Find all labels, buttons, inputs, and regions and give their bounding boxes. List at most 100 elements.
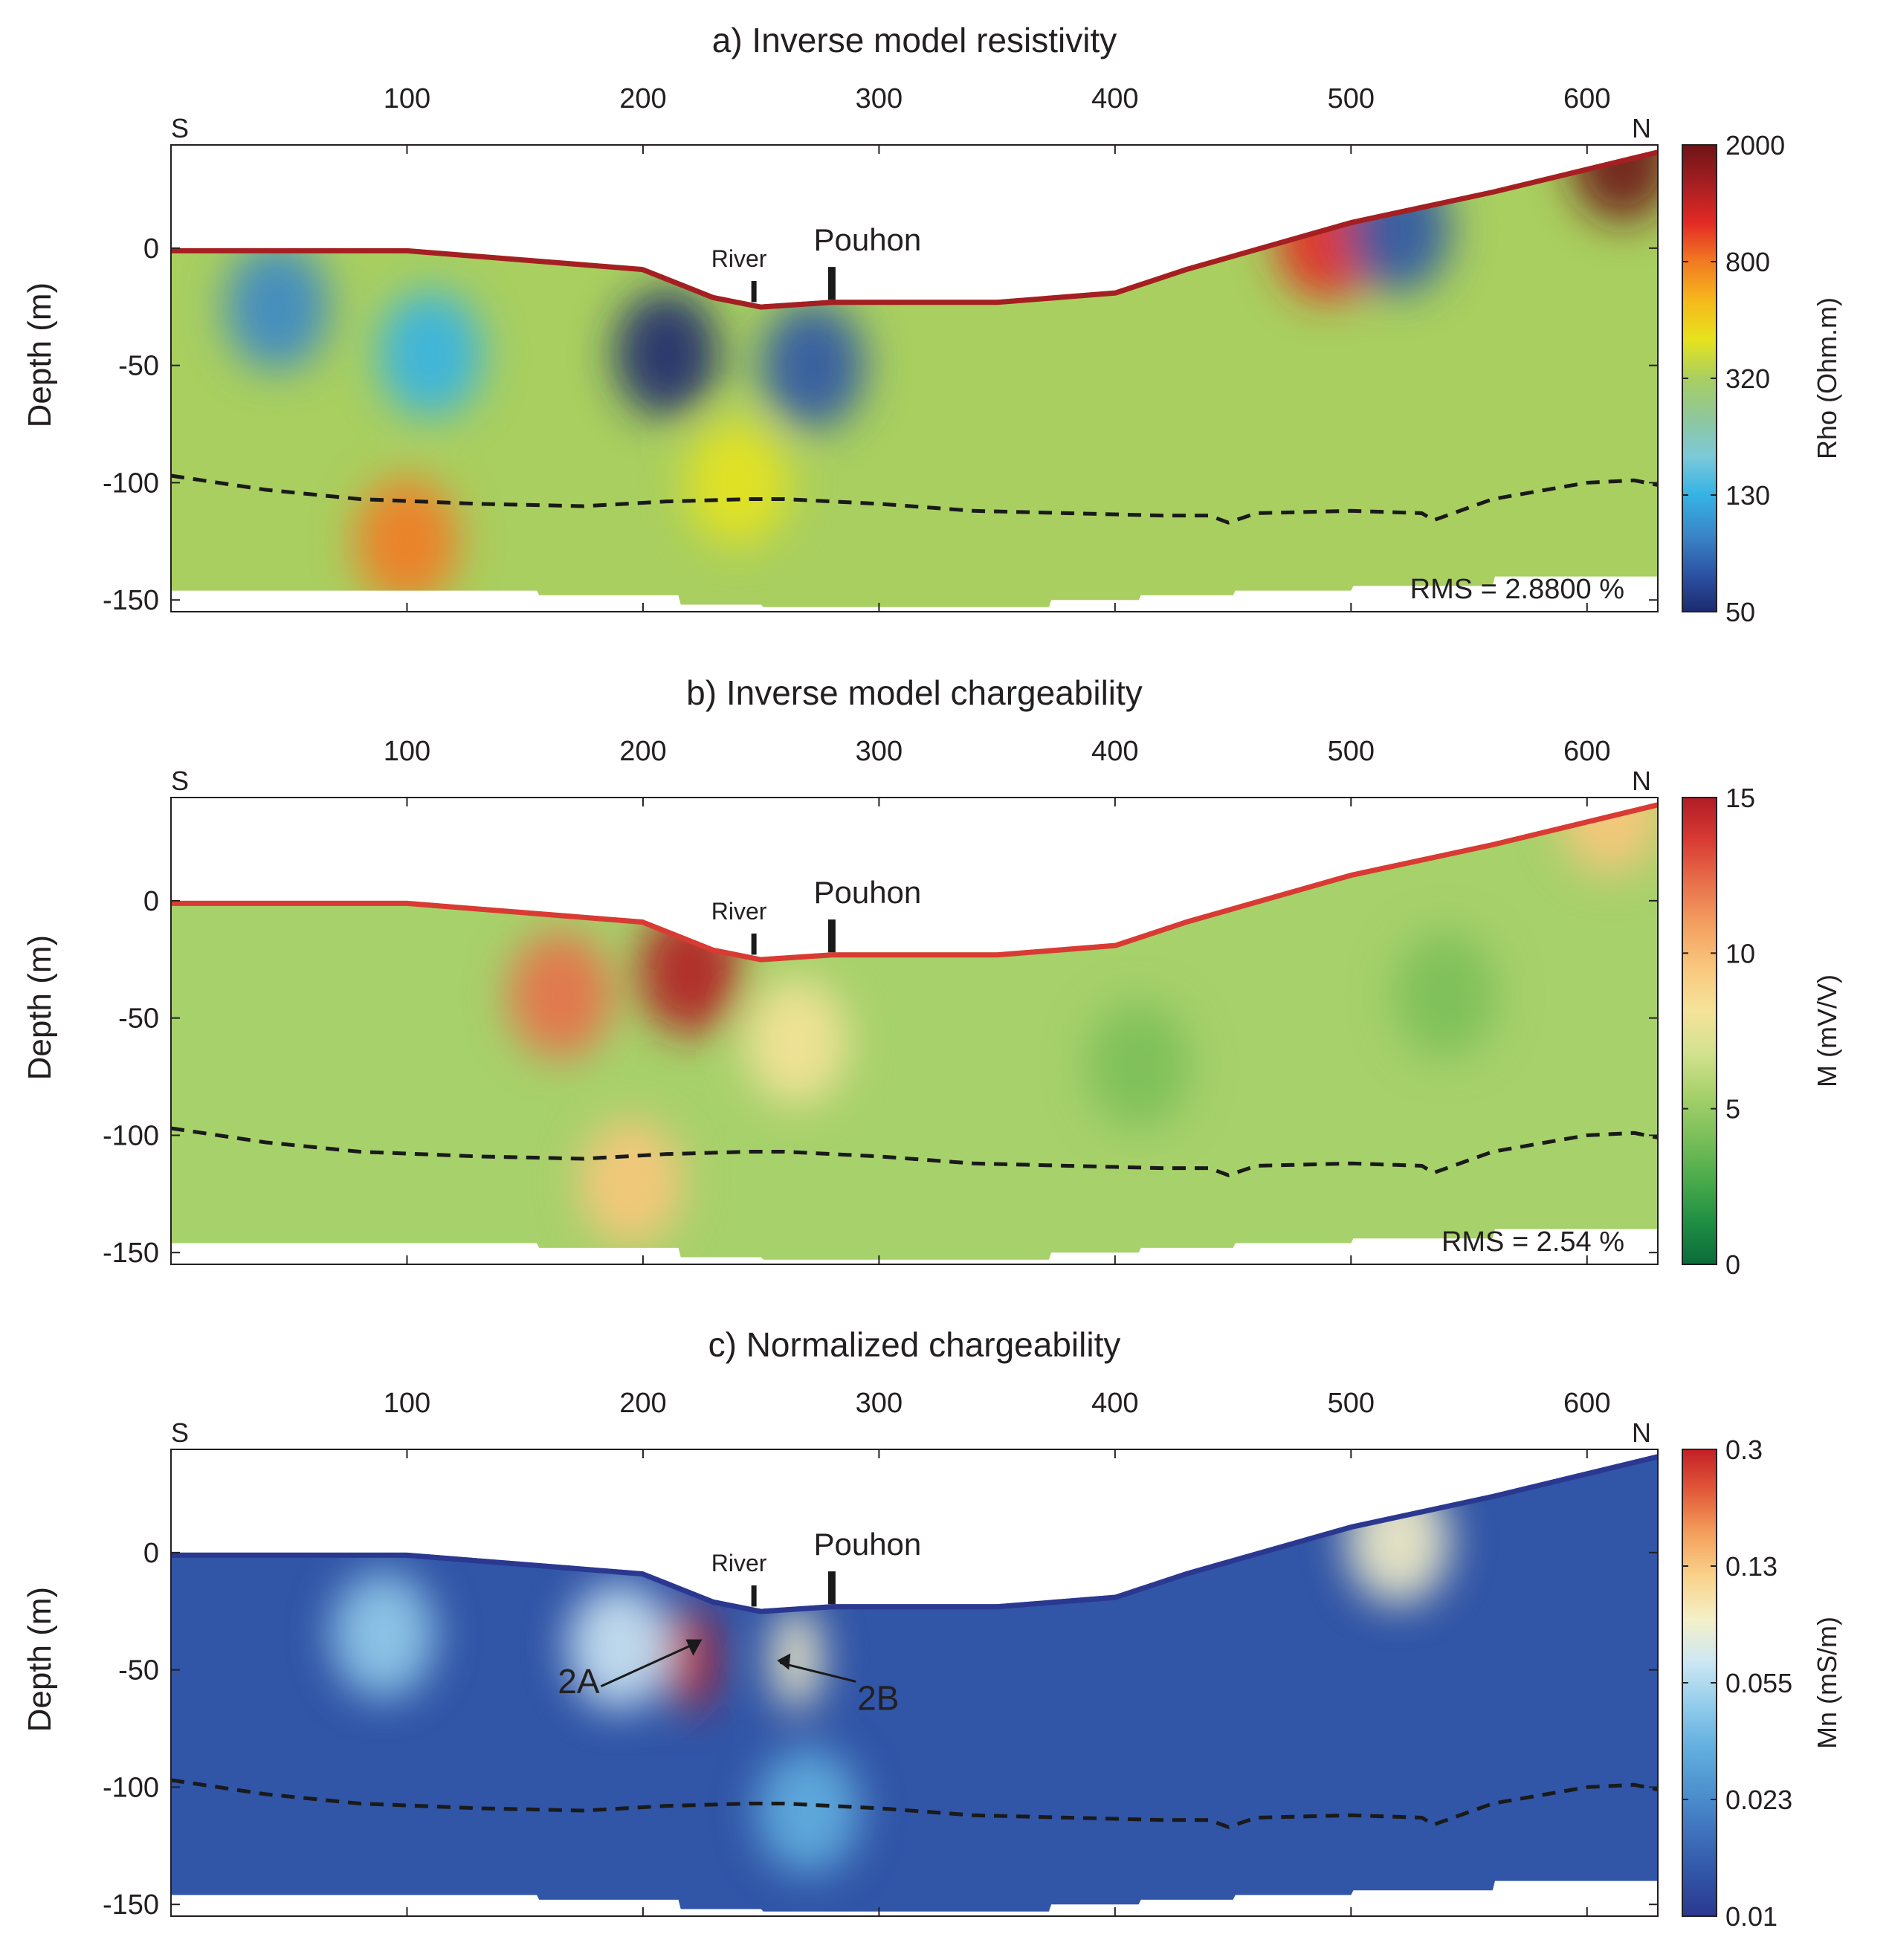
dashed-boundary [170,473,1659,525]
anomaly-2 [614,290,719,417]
annotation-2a: 2A [558,1662,600,1701]
y-tick-label: -150 [103,585,159,616]
colorbar-tick-label: 10 [1725,938,1755,968]
x-tick-label: 300 [856,736,903,767]
anomaly-3 [579,1119,684,1246]
x-tick-label: 100 [384,1388,430,1419]
colorbar-tick-label: 320 [1725,363,1770,394]
y-axis-label: Depth (m) [22,1587,58,1733]
anomaly-5 [1393,931,1498,1058]
river-label: River [711,898,767,925]
y-tick-label: 0 [143,886,159,917]
direction-south: S [171,113,189,143]
y-tick-label: 0 [143,233,159,265]
colorbar-tick-label: 0.01 [1725,1901,1778,1932]
x-tick-label: 200 [619,736,666,767]
anomaly-4 [1086,1001,1191,1128]
x-tick-label: 600 [1563,1388,1610,1419]
x-tick-label: 100 [384,83,430,114]
colorbar [1682,797,1717,1265]
y-tick-label: -150 [103,1889,159,1921]
anomaly-0 [665,1605,716,1710]
river-label: River [711,245,767,272]
direction-south: S [171,1417,189,1448]
y-tick-label: -50 [118,351,159,382]
arrow-2b-head [777,1653,791,1670]
colorbar-tick-label: 5 [1725,1094,1740,1125]
anomaly-5 [685,419,790,546]
axes-frame [170,1449,1659,1917]
x-tick-label: 200 [619,83,666,114]
panel-c: c) Normalized chargeability 100 200 300 400 5… [22,1325,1842,1932]
colorbar-tick-label: 800 [1725,247,1770,277]
direction-north: N [1632,1417,1651,1448]
anomaly-2 [331,1571,436,1698]
direction-north: N [1632,113,1651,143]
y-axis-label: Depth (m) [22,935,58,1081]
x-tick-label: 600 [1563,736,1610,767]
x-tick-label: 500 [1328,83,1375,114]
axes-frame [170,797,1659,1265]
y-axis-label: Depth (m) [22,282,58,428]
river-label: River [711,1550,767,1576]
section-a [171,149,1658,607]
y-tick-label: -150 [103,1238,159,1269]
arrow-2a [600,1640,700,1688]
x-tick-label: 300 [856,83,903,114]
panel-title: a) Inverse model resistivity [712,21,1117,59]
panel-title: b) Inverse model chargeability [686,673,1143,712]
pouhon-label: Pouhon [813,1527,921,1562]
x-tick-label: 500 [1328,1388,1375,1419]
anomaly-3 [756,1747,861,1874]
colorbar-tick-label: 15 [1725,783,1755,813]
rms-label: RMS = 2.54 % [1441,1226,1624,1258]
anomaly-2 [744,978,849,1105]
anomaly-3 [761,302,865,429]
colorbar-tick-label: 0 [1725,1249,1740,1280]
panel-a: a) Inverse model resistivity 100 200 300 400… [22,21,1842,627]
anomaly-1 [378,290,483,417]
arrow-2b [779,1661,856,1683]
section-b [171,802,1658,1260]
x-tick-label: 200 [619,1388,666,1419]
annotation-group: 2A 2B [558,1639,899,1717]
colorbar-label: Rho (Ohm.m) [1812,297,1842,459]
x-tick-label: 400 [1091,1388,1138,1419]
axes-frame [170,144,1659,612]
y-tick-label: -50 [118,1003,159,1035]
anomaly-4 [355,478,459,605]
pouhon-label: Pouhon [813,222,921,257]
direction-north: N [1632,766,1651,796]
y-tick-label: -50 [118,1655,159,1686]
dashed-boundary [170,1778,1659,1829]
x-tick-label: 100 [384,736,430,767]
pouhon-label: Pouhon [813,875,921,910]
colorbar-tick-label: 130 [1725,480,1770,511]
colorbar-tick-label: 0.055 [1725,1668,1792,1698]
y-tick-label: -100 [103,1772,159,1803]
x-tick-label: 600 [1563,83,1610,114]
panel-title: c) Normalized chargeability [708,1325,1121,1364]
anomaly-0 [508,931,613,1058]
anomaly-1 [771,1605,822,1710]
colorbar-tick-label: 50 [1725,597,1755,627]
colorbar-tick-label: 0.023 [1725,1785,1792,1815]
colorbar-tick-label: 2000 [1725,130,1785,161]
colorbar-tick-label: 0.3 [1725,1435,1763,1465]
y-tick-label: -100 [103,1120,159,1151]
colorbar-label: M (mV/V) [1812,974,1842,1087]
anomaly-group [331,1478,1450,1874]
y-tick-label: 0 [143,1538,159,1569]
anomaly-5 [567,1583,672,1710]
arrow-2a-head [685,1639,703,1656]
rms-label: RMS = 2.8800 % [1410,574,1624,605]
anomaly-4 [1346,1478,1450,1605]
annotation-2b: 2B [857,1678,899,1717]
x-tick-label: 400 [1091,736,1138,767]
x-tick-label: 400 [1091,83,1138,114]
section-c [171,1454,1658,1912]
x-tick-label: 500 [1328,736,1375,767]
anomaly-0 [225,243,329,370]
